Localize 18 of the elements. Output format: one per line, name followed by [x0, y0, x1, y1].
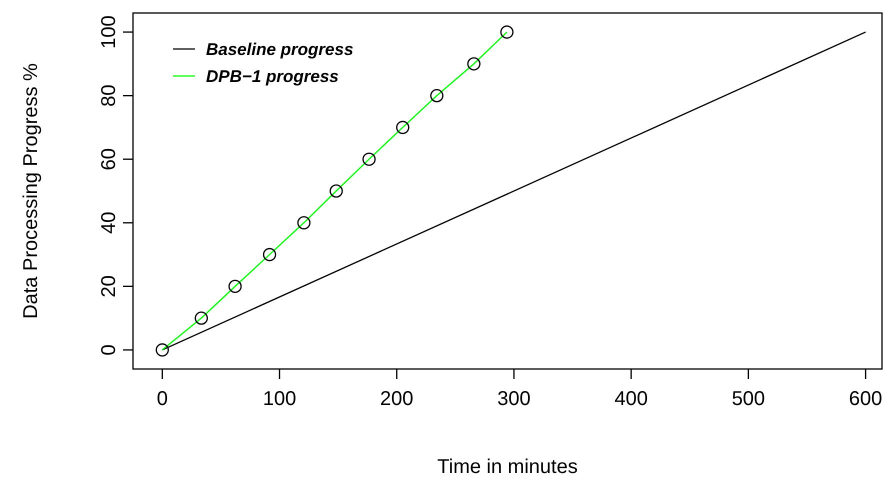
x-tick-label: 400: [614, 388, 648, 410]
x-tick-label: 200: [380, 388, 414, 410]
x-tick-label: 500: [732, 388, 766, 410]
y-tick-label: 100: [98, 15, 120, 49]
y-tick-label: 40: [98, 212, 120, 234]
x-tick-label: 600: [848, 388, 882, 410]
legend-label: DPB−1 progress: [206, 67, 339, 86]
x-tick-label: 0: [156, 388, 168, 410]
legend-label: Baseline progress: [206, 40, 354, 59]
y-axis-title: Data Processing Progress %: [20, 62, 42, 319]
point: [156, 343, 169, 357]
y-tick-label: 20: [98, 275, 120, 298]
x-tick-label: 100: [262, 388, 296, 410]
x-axis-title: Time in minutes: [437, 456, 578, 478]
x-tick-label: 300: [497, 388, 531, 410]
y-tick-label: 60: [98, 148, 120, 170]
y-tick-label: 0: [98, 344, 120, 356]
y-tick-label: 80: [98, 84, 120, 107]
